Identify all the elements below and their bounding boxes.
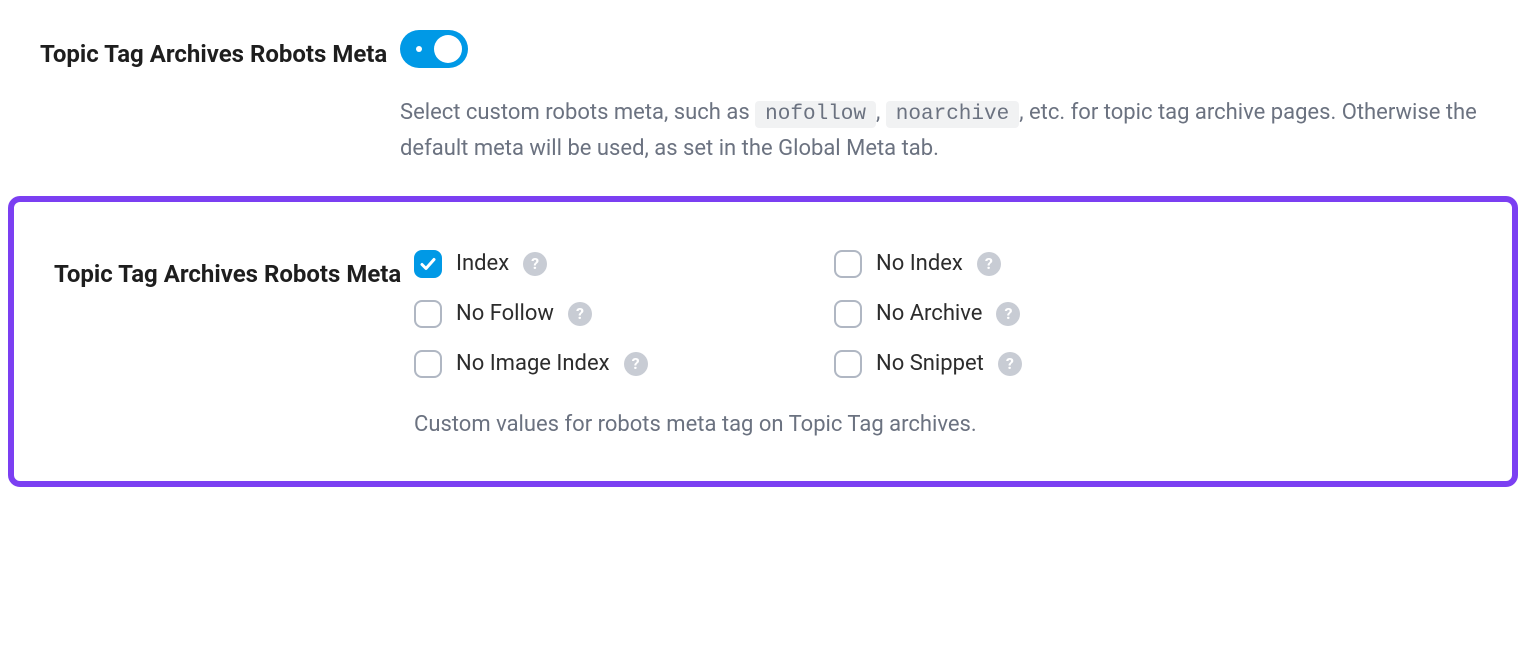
- highlighted-section: Topic Tag Archives Robots Meta Index?No …: [8, 196, 1518, 487]
- section-robots-meta-toggle: Topic Tag Archives Robots Meta Select cu…: [0, 0, 1526, 196]
- section-robots-meta-options: Topic Tag Archives Robots Meta Index?No …: [14, 202, 1512, 481]
- label-no-snippet: No Snippet: [876, 351, 984, 376]
- option-no-follow: No Follow?: [414, 300, 794, 328]
- section1-content: Select custom robots meta, such as nofol…: [400, 30, 1480, 166]
- section2-label: Topic Tag Archives Robots Meta: [54, 250, 414, 290]
- section1-label: Topic Tag Archives Robots Meta: [40, 30, 400, 70]
- label-index: Index: [456, 251, 509, 276]
- option-no-archive: No Archive?: [834, 300, 1214, 328]
- checkbox-no-archive[interactable]: [834, 300, 862, 328]
- toggle-knob-icon: [434, 35, 462, 63]
- checkbox-no-follow[interactable]: [414, 300, 442, 328]
- robots-options-grid: Index?No Index?No Follow?No Archive?No I…: [414, 250, 1214, 378]
- checkbox-no-image-index[interactable]: [414, 350, 442, 378]
- checkbox-index[interactable]: [414, 250, 442, 278]
- label-no-follow: No Follow: [456, 301, 554, 326]
- section2-content: Index?No Index?No Follow?No Archive?No I…: [414, 250, 1472, 441]
- code-nofollow: nofollow: [755, 101, 876, 128]
- option-no-snippet: No Snippet?: [834, 350, 1214, 378]
- help-icon[interactable]: ?: [568, 302, 592, 326]
- desc-sep: ,: [876, 100, 886, 125]
- help-icon[interactable]: ?: [624, 352, 648, 376]
- label-no-index: No Index: [876, 251, 963, 276]
- section1-description: Select custom robots meta, such as nofol…: [400, 96, 1480, 166]
- checkbox-no-snippet[interactable]: [834, 350, 862, 378]
- label-no-archive: No Archive: [876, 301, 982, 326]
- robots-meta-toggle[interactable]: [400, 30, 468, 68]
- checkbox-no-index[interactable]: [834, 250, 862, 278]
- help-icon[interactable]: ?: [996, 302, 1020, 326]
- option-no-index: No Index?: [834, 250, 1214, 278]
- option-index: Index?: [414, 250, 794, 278]
- help-icon[interactable]: ?: [998, 352, 1022, 376]
- help-icon[interactable]: ?: [523, 252, 547, 276]
- help-icon[interactable]: ?: [977, 252, 1001, 276]
- toggle-on-indicator-icon: [416, 46, 422, 52]
- option-no-image-index: No Image Index?: [414, 350, 794, 378]
- desc-text-1: Select custom robots meta, such as: [400, 100, 755, 125]
- section2-description: Custom values for robots meta tag on Top…: [414, 408, 1472, 441]
- code-noarchive: noarchive: [886, 101, 1019, 128]
- label-no-image-index: No Image Index: [456, 351, 610, 376]
